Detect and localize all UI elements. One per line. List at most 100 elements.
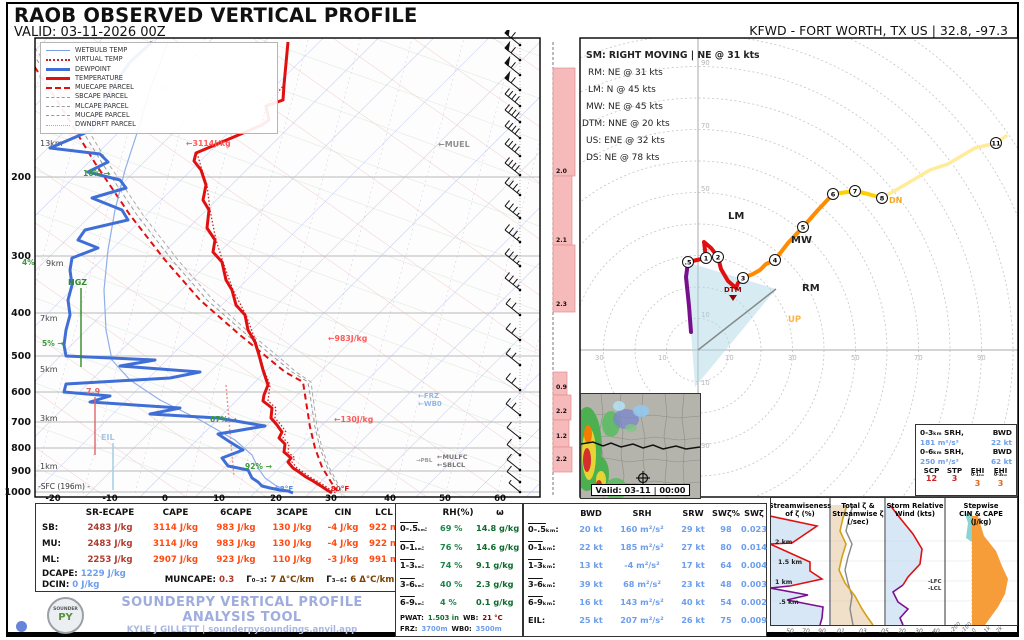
footer-tool-name: SOUNDERPY VERTICAL PROFILE ANALYSIS TOOL <box>121 595 363 625</box>
svg-text:.03: .03 <box>857 628 867 635</box>
svg-text:.5 km: .5 km <box>779 599 799 606</box>
sbcape-legend-swatch <box>46 96 70 98</box>
up-label: UP <box>788 315 801 325</box>
dcape-label: DCAPE: <box>42 569 78 579</box>
station-label: KFWD - FORT WORTH, TX US | 32.8, -97.3 <box>749 23 1008 38</box>
lcl-tag: -LCL <box>928 586 942 592</box>
svg-text:Streamwiseness: Streamwiseness <box>770 502 831 510</box>
svg-text:4: 4 <box>773 256 778 264</box>
total-vorticity-trace <box>844 504 854 626</box>
legend-label: DEWPOINT <box>75 64 111 73</box>
table-row-mu: MU: 2483 J/kg 3114 J/kg 983 J/kg 130 J/kg … <box>42 539 399 549</box>
rh16-label: 16% → <box>83 169 110 178</box>
svg-text:30: 30 <box>595 354 604 362</box>
hodograph-trace-6-8km <box>831 189 884 200</box>
dewpoint-trace <box>48 40 294 495</box>
virtual-legend-swatch <box>46 58 70 61</box>
table-row-eil: EIL: 25 kt 207 m²/s² 26 kt 75 0.009 <box>528 615 767 626</box>
svg-text:400: 400 <box>11 308 31 319</box>
valid-time: VALID: 03-11-2026 00Z <box>14 25 166 40</box>
lapse36-value: 6 Δ°C/km <box>350 575 395 585</box>
scp-value: 12 <box>925 474 938 484</box>
svg-text:9km: 9km <box>46 259 64 268</box>
svg-text:Total ζ &: Total ζ & <box>841 502 874 510</box>
svg-text:30: 30 <box>915 628 923 635</box>
svg-text:700: 700 <box>11 417 31 428</box>
dcape-value: 1229 J/kg <box>80 569 126 579</box>
hgz-label: HGZ <box>68 278 87 287</box>
table-row-ml: ML: 2253 J/kg 2907 J/kg 923 J/kg 110 J/kg … <box>42 555 399 565</box>
table-row: 0-.5ₖₘ: 69 % 14.8 g/kg <box>400 523 520 533</box>
svg-text:-100: -100 <box>960 621 973 634</box>
lfc-tag: -LFC <box>928 579 942 585</box>
mucape-legend-swatch <box>46 115 70 117</box>
svg-text:11: 11 <box>991 139 1001 147</box>
table-row: 3-6ₖₘ: 40 % 2.3 g/kg <box>400 578 514 589</box>
srh03-label: 0-3ₖₘ SRH, <box>920 428 964 437</box>
table-row: 6-9ₖₘ: 4 % 0.1 g/kg <box>400 597 514 608</box>
table-row: 3-6ₖₘ: 39 kt 68 m²/s² 23 kt 48 0.003 <box>528 578 767 589</box>
srh06-value: 250 m²/s² <box>920 456 959 466</box>
panel-streamwiseness: Streamwiseness of ζ (%) 2 km 1.5 km 1 km… <box>770 497 831 635</box>
dtm-marker-icon <box>729 295 737 301</box>
ehi01-value: 3 <box>974 478 981 488</box>
skewt-legend: WETBULB TEMP VIRTUAL TEMP DEWPOINT TEMPE… <box>40 42 278 134</box>
muncape-value: 0.3 <box>219 575 235 585</box>
legend-label: WETBULB TEMP <box>75 46 128 54</box>
legend-label: MUCAPE PARCEL <box>75 111 130 120</box>
muecape-parcel-trace <box>35 65 338 492</box>
svg-text:8: 8 <box>880 194 885 202</box>
legend-label: SBCAPE PARCEL <box>75 92 128 101</box>
svg-text:RM: NE @ 31 kts: RM: NE @ 31 kts <box>588 68 663 78</box>
svg-text:600: 600 <box>11 387 31 398</box>
svg-text:1km: 1km <box>40 462 58 471</box>
svg-text:30: 30 <box>325 494 337 504</box>
svg-text:of ζ (%): of ζ (%) <box>785 510 814 518</box>
svg-text:1: 1 <box>704 254 709 262</box>
svg-text:CIN & CAPE: CIN & CAPE <box>959 510 1003 518</box>
skewt-annotations: 16% → 4% 5% → 67% → 92% → HGZ 7.9 EIL ←3… <box>22 139 470 471</box>
footer-author: KYLE J GILLETT | sounderpysoundings.anvi… <box>126 625 358 635</box>
lm-label: LM <box>728 211 744 222</box>
svg-text:300: 300 <box>11 251 31 262</box>
decoration-mark <box>16 621 27 632</box>
thermo-extra-row: DCAPE: 1229 J/kg DCIN: 0 J/kg MUNCAPE: 0… <box>38 569 399 593</box>
muel-label: ←MUEL <box>438 140 470 149</box>
streamwise-vorticity-trace <box>838 504 874 626</box>
panel-vorticity: Total ζ & Streamwise ζ (/sec) .01 .03 .0… <box>829 497 889 635</box>
svg-text:70: 70 <box>802 628 810 635</box>
svg-text:13km: 13km <box>40 139 63 148</box>
svg-text:Wind (kts): Wind (kts) <box>895 510 935 518</box>
mini-panels: Streamwiseness of ζ (%) 2 km 1.5 km 1 km… <box>770 497 1018 635</box>
svg-text:40: 40 <box>384 494 396 504</box>
svg-text:30: 30 <box>701 442 710 450</box>
svg-text:2 km: 2 km <box>775 539 793 546</box>
table-row: 1-3ₖₘ: 74 % 9.1 g/kg <box>400 560 514 571</box>
dewpoint-legend-swatch <box>46 67 70 71</box>
radar-valid-label: Valid: 03-11 | 00:00 <box>590 484 691 496</box>
svg-text:1.2: 1.2 <box>556 433 567 440</box>
stepwise-cin-area <box>965 512 972 542</box>
sblcl-label: ←SBLCL <box>437 461 465 469</box>
svg-text:DS: NE @ 78 kts: DS: NE @ 78 kts <box>586 153 660 163</box>
bwd03-value: 22 kt <box>990 437 1012 447</box>
svg-text:60: 60 <box>494 494 506 504</box>
svg-text:LM: N @ 45 kts: LM: N @ 45 kts <box>588 85 656 95</box>
svg-text:2.1: 2.1 <box>556 237 567 244</box>
svg-text:7: 7 <box>853 187 858 195</box>
virtual-temp-trace <box>196 41 337 494</box>
lapse03-label: Γ₀₋₃: <box>246 575 268 585</box>
svg-text:500: 500 <box>11 351 31 362</box>
storm-motion-line <box>697 288 777 351</box>
rh92-label: 92% → <box>245 462 272 471</box>
svg-text:3: 3 <box>741 274 746 282</box>
shear-table: BWD SRH SRW SWζ% SWζ 0-.5ₖₘ: 20 kt 160 m²/s… <box>523 503 767 637</box>
svg-text:2.3: 2.3 <box>556 301 567 308</box>
svg-text:40: 40 <box>932 628 940 635</box>
table-row: 0-1ₖₘ: 22 kt 185 m²/s² 27 kt 80 0.014 <box>528 542 767 553</box>
svg-text:SM: RIGHT MOVING | NE @ 31 kts: SM: RIGHT MOVING | NE @ 31 kts <box>586 50 760 61</box>
svg-text:MW: NE @ 45 kts: MW: NE @ 45 kts <box>586 102 663 112</box>
svg-text:20: 20 <box>898 628 906 635</box>
moisture-table: RH(%) ω 0-.5ₖₘ: 69 % 14.8 g/kg 0-1ₖₘ: 76 %… <box>395 503 523 637</box>
